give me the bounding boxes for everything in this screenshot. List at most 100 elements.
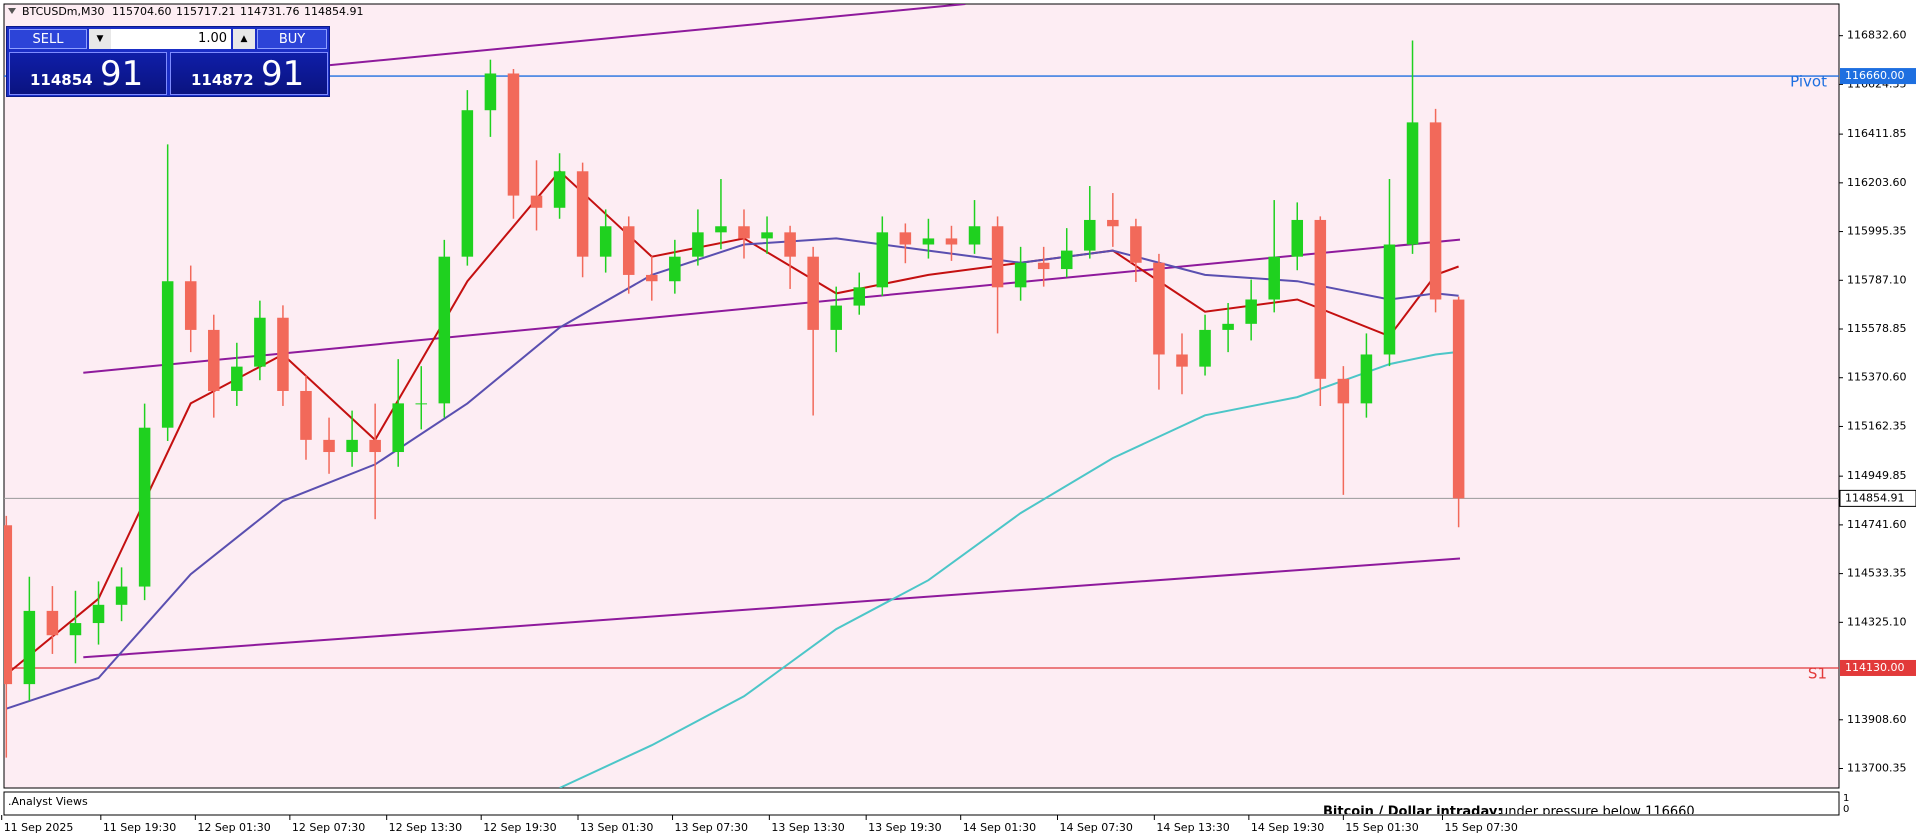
current-price-box <box>1839 489 1916 507</box>
trendline <box>83 238 1461 374</box>
header-icon <box>8 8 16 14</box>
candle-body <box>761 232 773 239</box>
y-tick-label: 114949.85 <box>1847 469 1907 482</box>
candle-body <box>784 232 796 257</box>
header-high: 115717.21 <box>176 5 236 18</box>
candle-body <box>23 610 36 685</box>
y-tick-label: 113700.35 <box>1847 761 1907 774</box>
candle-body <box>945 238 958 245</box>
candle-body <box>369 439 381 453</box>
candle-body <box>277 317 289 391</box>
header-close: 114854.91 <box>304 5 364 18</box>
trendline <box>83 557 1461 659</box>
candle-body <box>669 256 681 282</box>
bid-main: 114854 <box>30 71 93 89</box>
buy-button[interactable]: BUY <box>257 29 327 49</box>
candle-body <box>231 366 243 391</box>
panel-scale: 0 <box>1843 804 1849 815</box>
panel-scale: 1 <box>1843 793 1849 804</box>
candle-body <box>599 226 612 257</box>
candle-body <box>1199 329 1211 367</box>
y-tick-label: 114741.60 <box>1847 518 1907 531</box>
volume-down[interactable]: ▼ <box>89 29 111 49</box>
x-tick-label: 12 Sep 19:30 <box>483 821 556 834</box>
candle-body <box>1130 226 1142 263</box>
candle-body <box>553 171 566 208</box>
y-tick-label: 114325.10 <box>1847 615 1907 628</box>
candle-body <box>692 232 704 257</box>
candle-body <box>92 604 105 624</box>
bid-pips: 91 <box>100 54 144 94</box>
candle-body <box>1176 354 1188 367</box>
y-tick-label: 115370.60 <box>1847 371 1907 384</box>
candle-body <box>530 195 543 208</box>
y-tick-label: 113908.60 <box>1847 713 1907 726</box>
candle-body <box>461 110 474 257</box>
candle-body <box>415 403 428 405</box>
x-tick-label: 15 Sep 01:30 <box>1345 821 1418 834</box>
analyst-text: under pressure below 116660 <box>1500 805 1695 820</box>
candle-body <box>300 390 312 440</box>
candle-body <box>576 171 589 257</box>
candle-body <box>1245 299 1257 324</box>
sell-button[interactable]: SELL <box>9 29 87 49</box>
volume-up[interactable]: ▲ <box>233 29 255 49</box>
candle-body <box>922 238 935 245</box>
candle-body <box>853 287 866 306</box>
candle-body <box>899 232 912 245</box>
y-tick-label: 115995.35 <box>1847 225 1907 238</box>
level-label: 114130.00 <box>1845 661 1905 674</box>
indicator-panel <box>3 791 1840 816</box>
x-tick-label: 12 Sep 07:30 <box>292 821 365 834</box>
candle-body <box>1383 244 1396 355</box>
x-tick-label: 13 Sep 07:30 <box>675 821 748 834</box>
trade-panel: SELL ▼ 1.00 ▲ BUY 114854 91 114872 91 <box>6 26 330 97</box>
bid-price[interactable]: 114854 91 <box>9 52 167 95</box>
volume-input[interactable]: 1.00 <box>111 29 231 49</box>
candle-body <box>1153 262 1165 355</box>
x-tick-label: 12 Sep 01:30 <box>197 821 270 834</box>
candle-body <box>876 232 889 288</box>
candle-body <box>622 226 635 275</box>
candle-body <box>115 586 128 605</box>
x-tick-label: 13 Sep 01:30 <box>580 821 653 834</box>
ask-price[interactable]: 114872 91 <box>170 52 328 95</box>
candle-body <box>1291 219 1304 257</box>
candle-body <box>991 226 1004 288</box>
candle-body <box>1337 378 1350 404</box>
candle-body <box>46 610 59 636</box>
candle-body <box>807 256 819 330</box>
candle-body <box>184 281 197 330</box>
level-name: Pivot <box>1790 73 1827 91</box>
candle-body <box>1406 122 1419 245</box>
symbol: BTCUSDm,M30 <box>22 5 105 18</box>
candle-body <box>69 623 82 636</box>
candle-body <box>1060 250 1073 270</box>
moving-average <box>559 350 1459 788</box>
level-name: S1 <box>1808 664 1827 682</box>
candle-body <box>438 256 451 404</box>
candle-body <box>1037 262 1050 270</box>
candle-body <box>646 274 658 282</box>
candle-body <box>4 525 13 685</box>
x-tick-label: 11 Sep 19:30 <box>103 821 176 834</box>
x-tick-label: 14 Sep 19:30 <box>1251 821 1324 834</box>
candle-body <box>1429 122 1442 300</box>
y-tick-label: 116411.85 <box>1847 127 1907 140</box>
x-tick-label: 13 Sep 19:30 <box>868 821 941 834</box>
candle-body <box>968 226 981 245</box>
indicator-name: .Analyst Views <box>8 795 88 808</box>
candle-body <box>346 439 358 453</box>
candle-body <box>507 73 520 196</box>
x-tick-label: 11 Sep 2025 <box>4 821 74 834</box>
candle-body <box>254 317 266 367</box>
candle-body <box>138 427 151 587</box>
candle-body <box>1222 323 1234 330</box>
level-box <box>1840 659 1916 676</box>
candle-body <box>208 329 220 391</box>
x-tick-label: 12 Sep 13:30 <box>389 821 462 834</box>
candle-body <box>715 226 727 233</box>
y-tick-label: 115787.10 <box>1847 273 1907 286</box>
